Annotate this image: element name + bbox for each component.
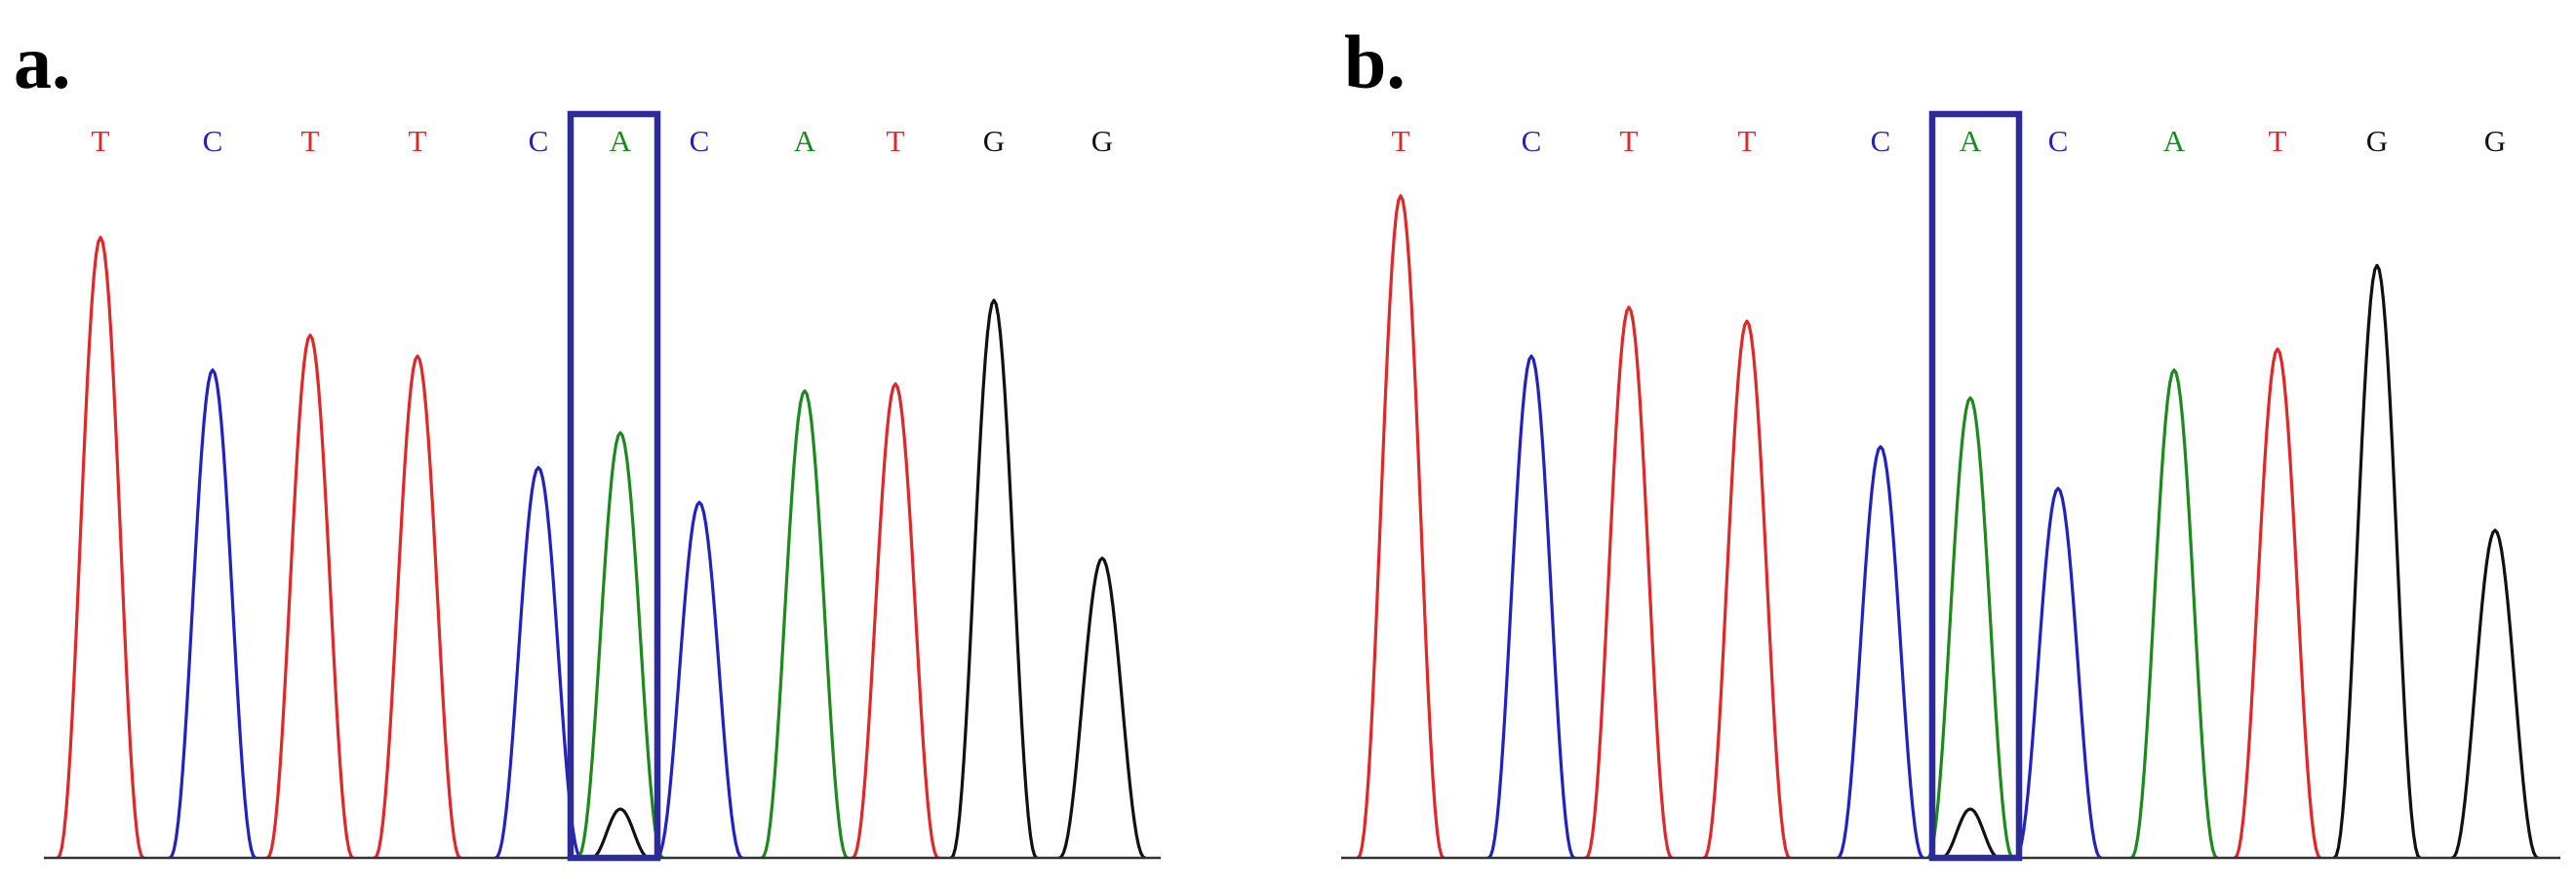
base-call-7: C — [2048, 124, 2069, 158]
panel-label-b: b. — [1344, 19, 1406, 104]
base-call-8: A — [794, 124, 816, 158]
peak-2 — [1486, 354, 1576, 860]
base-call-9: T — [887, 124, 905, 158]
highlight-box — [1928, 110, 2023, 862]
peak-2 — [168, 368, 258, 860]
peak-7 — [655, 500, 743, 860]
base-call-8: A — [2163, 124, 2186, 158]
base-call-5: C — [1871, 124, 1891, 158]
base-call-7: C — [690, 124, 710, 158]
peak-4 — [373, 354, 462, 860]
peak-11 — [1058, 556, 1146, 860]
panel-label-a: a. — [14, 19, 71, 104]
minor-peak-1 — [590, 807, 651, 860]
minor-peak-1 — [1940, 807, 2001, 860]
base-call-1: T — [92, 124, 110, 158]
peak-8 — [760, 389, 850, 860]
base-call-10: G — [983, 124, 1005, 158]
peak-9 — [851, 382, 940, 860]
peak-5 — [1837, 445, 1924, 860]
peak-3 — [265, 333, 355, 860]
overlay-b — [1341, 110, 2560, 862]
panel-b: b. T C T T C A C A T G G — [1341, 19, 2560, 862]
peak-8 — [2129, 368, 2219, 860]
highlight-box — [567, 110, 661, 862]
peak-5 — [495, 466, 582, 860]
peak-11 — [2451, 528, 2539, 860]
base-call-3: T — [1620, 124, 1639, 158]
peak-7 — [2014, 486, 2102, 860]
peak-6 — [1926, 396, 2014, 860]
peak-10 — [949, 298, 1039, 860]
base-call-9: T — [2269, 124, 2287, 158]
peak-10 — [2332, 263, 2422, 860]
peak-4 — [1702, 319, 1792, 860]
base-call-6: A — [1960, 124, 1982, 158]
base-call-6: A — [610, 124, 632, 158]
base-call-4: T — [409, 124, 427, 158]
base-call-4: T — [1738, 124, 1757, 158]
base-call-11: G — [2484, 124, 2506, 158]
peak-6 — [576, 431, 664, 860]
peak-1 — [1356, 194, 1446, 860]
peak-1 — [56, 236, 145, 860]
traces-a — [56, 236, 1146, 860]
base-call-2: C — [203, 124, 223, 158]
peak-3 — [1584, 305, 1674, 860]
overlay-a — [44, 110, 1161, 862]
base-call-1: T — [1392, 124, 1410, 158]
panel-a: a. T C T T C A C A T G G — [14, 19, 1161, 862]
base-call-5: C — [529, 124, 549, 158]
base-call-11: G — [1091, 124, 1113, 158]
peak-9 — [2233, 347, 2322, 860]
base-call-2: C — [1522, 124, 1542, 158]
base-call-3: T — [301, 124, 320, 158]
base-call-10: G — [2366, 124, 2388, 158]
traces-b — [1356, 194, 2539, 860]
